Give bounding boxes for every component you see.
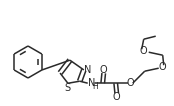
Text: O: O <box>100 65 108 75</box>
Text: H: H <box>92 82 98 91</box>
Text: O: O <box>140 46 148 56</box>
Text: N: N <box>84 65 92 75</box>
Text: S: S <box>65 83 71 93</box>
Text: O: O <box>159 62 167 72</box>
Text: N: N <box>88 78 95 88</box>
Text: O: O <box>113 92 121 102</box>
Text: O: O <box>127 78 135 88</box>
